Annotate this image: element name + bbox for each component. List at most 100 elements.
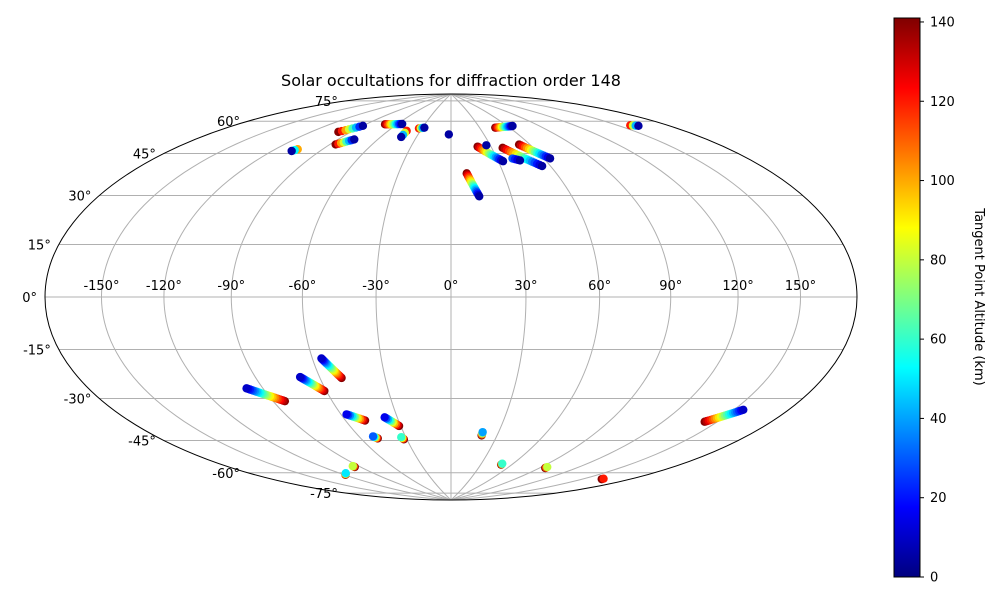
occultation-track (334, 121, 368, 137)
lat-tick-label: 45° (133, 147, 156, 162)
occultation-track (397, 126, 411, 142)
colorbar-tick-label: 40 (930, 412, 947, 427)
colorbar (893, 17, 921, 578)
occultation-track (482, 141, 491, 150)
occultation-point (420, 123, 429, 132)
lat-tick-label: 30° (68, 190, 91, 205)
occultation-point (342, 410, 351, 419)
lon-tick-label: 150° (785, 279, 816, 294)
occultation-track (462, 169, 484, 201)
occultation-track (348, 461, 359, 472)
occultation-track (317, 354, 346, 383)
occultation-point (358, 121, 368, 131)
lon-tick-label: -90° (217, 279, 245, 294)
occultation-track (514, 140, 555, 163)
colorbar-ticks: 0 20 40 60 80 100 120 140 (920, 15, 955, 586)
occultation-track (491, 121, 517, 132)
lat-tick-label: -75° (310, 487, 338, 502)
lon-tick-label: -60° (289, 279, 317, 294)
occultation-track (508, 154, 525, 165)
occultation-track (242, 384, 290, 406)
lon-tick-label: -150° (83, 279, 119, 294)
lon-gridline (230, 94, 452, 500)
lon-gridline (450, 94, 802, 500)
lon-gridline (450, 94, 672, 500)
occultation-point (444, 130, 454, 139)
occultation-point (317, 354, 326, 363)
lon-tick-label: 60° (588, 279, 611, 294)
lon-gridline (163, 94, 452, 500)
occultation-track (380, 413, 404, 431)
lat-tick-label: -45° (128, 435, 156, 450)
occultation-point (599, 474, 608, 483)
colorbar-tick-label: 100 (930, 174, 955, 189)
occultation-track (380, 119, 407, 129)
occultation-point (498, 459, 507, 468)
occultation-point (545, 154, 555, 163)
colorbar-tick-label: 80 (930, 253, 947, 268)
occultation-point (341, 469, 350, 478)
occultation-track (444, 130, 454, 139)
occultation-track (473, 142, 508, 166)
chart-title: Solar occultations for diffraction order… (281, 71, 621, 90)
occultation-point (397, 119, 407, 129)
occultation-track (368, 432, 382, 443)
occultation-point (498, 157, 508, 166)
latitude-tick-labels: -75° -60° -45° -30° -15° 0° 15° 30° 45° 60° 75° (22, 95, 338, 502)
occultation-point (397, 432, 406, 442)
occultation-track (496, 459, 507, 469)
colorbar-label: Tangent Point Altitude (km) (971, 207, 986, 385)
occultation-point (482, 141, 491, 150)
occultation-track (626, 121, 643, 131)
occultation-point (397, 132, 406, 142)
occultation-point (515, 156, 525, 165)
colorbar-tick-label: 60 (930, 333, 947, 348)
occultation-point (634, 121, 643, 131)
occultation-track (295, 372, 329, 396)
occultation-point (368, 432, 378, 441)
lon-tick-label: 120° (722, 279, 753, 294)
lon-tick-label: 0° (444, 279, 459, 294)
lon-gridline (375, 94, 452, 500)
occultation-track (541, 462, 552, 473)
occultation-point (287, 146, 296, 156)
occultation-point (475, 192, 484, 201)
occultation-point (508, 121, 517, 131)
occultation-track (597, 474, 608, 484)
lat-tick-label: 15° (28, 238, 51, 253)
colorbar-tick-label: 20 (930, 491, 947, 506)
lat-tick-label: 0° (22, 291, 37, 306)
longitude-tick-labels: -150° -120° -90° -60° -30° 0° 30° 60° 90° 120° 150… (83, 279, 816, 294)
lon-tick-label: -120° (146, 279, 182, 294)
colorbar-tick-label: 120 (930, 95, 955, 110)
lon-gridline (100, 94, 452, 500)
occultation-point (350, 135, 359, 144)
map-gridlines (45, 94, 857, 500)
occultation-point (543, 462, 552, 472)
occultation-point (348, 461, 357, 471)
occultation-point (478, 427, 487, 437)
lon-tick-label: 90° (659, 279, 682, 294)
occultation-point (537, 161, 547, 171)
occultation-track (341, 469, 350, 480)
occultation-point (380, 413, 389, 422)
occultation-track (477, 427, 487, 440)
lon-gridline (450, 94, 739, 500)
map-frame (44, 93, 858, 501)
occultation-track (397, 432, 409, 444)
lon-gridline (301, 94, 452, 500)
occultation-point (739, 405, 748, 415)
lon-tick-label: -30° (362, 279, 390, 294)
lat-tick-label: -15° (23, 344, 51, 359)
occultation-point (242, 384, 251, 393)
colorbar-tick-label: 0 (930, 571, 938, 586)
lat-tick-label: 60° (217, 115, 240, 130)
scatter-points (242, 119, 748, 484)
occultation-track (700, 405, 748, 426)
colorbar-tick-label: 140 (930, 15, 955, 30)
occultation-track (414, 123, 429, 133)
lat-tick-label: -30° (64, 393, 92, 408)
occultation-point (295, 372, 305, 382)
lon-tick-label: 30° (514, 279, 537, 294)
